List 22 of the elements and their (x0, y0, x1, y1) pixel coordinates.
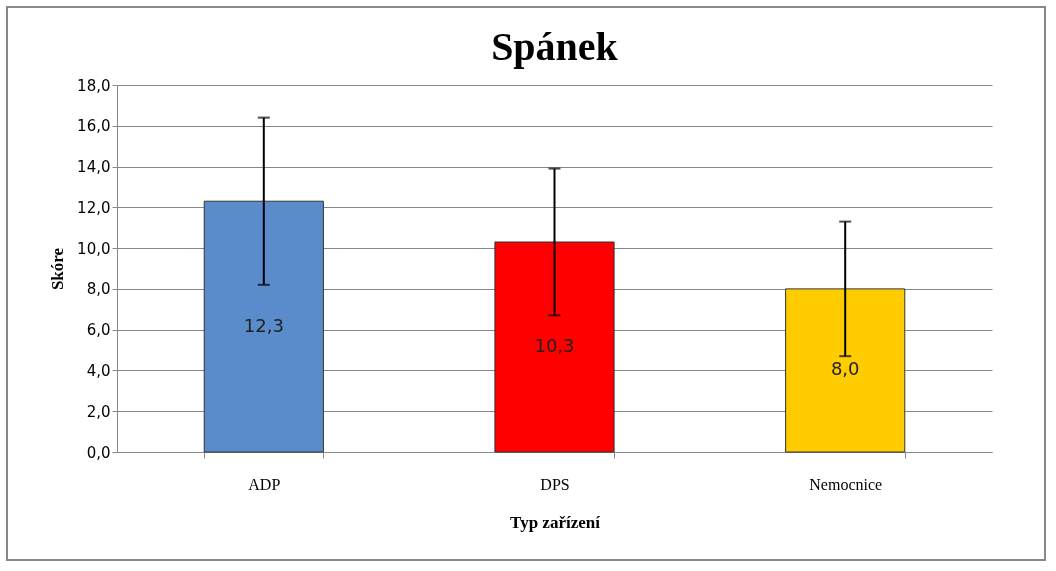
y-tick-label: 18,0 (77, 76, 111, 95)
y-tick-label: 0,0 (86, 443, 111, 462)
data-label: 8,0 (830, 358, 860, 380)
x-tick-label: DPS (540, 475, 570, 493)
y-tick-label: 4,0 (86, 361, 111, 380)
bar (785, 288, 906, 453)
data-label: 10,3 (534, 335, 575, 356)
y-tick-label: 8,0 (86, 280, 111, 299)
y-axis-title: Skóre (48, 247, 68, 291)
x-axis-title: Typ zařízení (510, 512, 601, 532)
y-tick-label: 10,0 (77, 239, 111, 258)
y-tick-label: 16,0 (77, 117, 111, 136)
chart-title: Spánek (491, 24, 619, 69)
data-label: 12,3 (243, 314, 284, 336)
y-tick-label: 6,0 (86, 321, 111, 340)
x-tick-label: Nemocnice (809, 475, 883, 493)
y-tick-label: 14,0 (77, 158, 111, 177)
y-tick-label: 2,0 (86, 402, 111, 421)
y-tick-label: 12,0 (77, 198, 111, 217)
x-tick-label: ADP (248, 475, 281, 493)
bar (203, 200, 324, 453)
bar (494, 241, 615, 453)
